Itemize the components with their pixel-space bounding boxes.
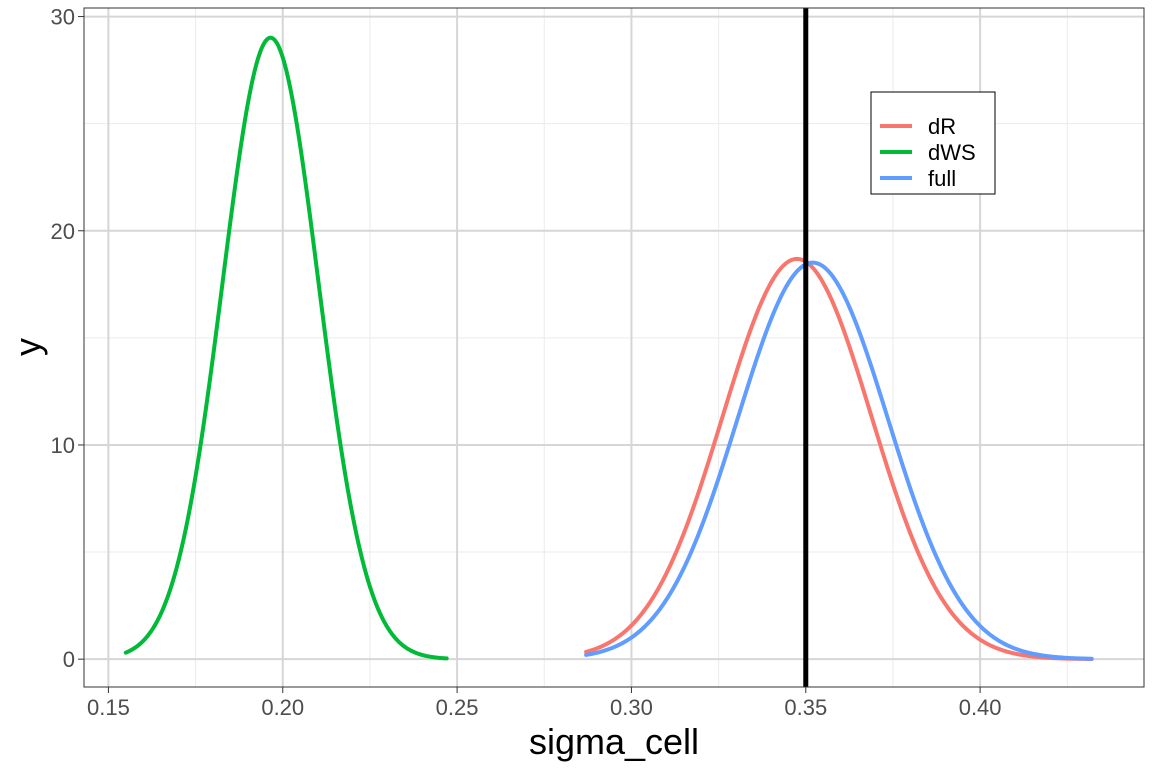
y-tick-label: 0: [63, 647, 75, 672]
x-tick-label: 0.35: [784, 695, 827, 720]
x-axis-ticks: 0.15 0.20 0.25 0.30 0.35 0.40: [87, 687, 1002, 720]
series-line-dR: [584, 256, 1094, 661]
y-tick-label: 10: [51, 433, 75, 458]
y-axis-title: y: [7, 338, 48, 356]
x-tick-label: 0.20: [261, 695, 304, 720]
x-tick-label: 0.15: [87, 695, 130, 720]
legend-label-dWS: dWS: [928, 140, 976, 165]
y-tick-label: 30: [51, 5, 75, 30]
legend-label-full: full: [928, 166, 956, 191]
y-axis-ticks: 0 10 20 30: [51, 5, 84, 672]
x-tick-label: 0.30: [610, 695, 653, 720]
y-tick-label: 20: [51, 219, 75, 244]
series-line-dWS: [123, 35, 449, 661]
legend-label-dR: dR: [928, 114, 956, 139]
x-tick-label: 0.25: [436, 695, 479, 720]
series-line-full: [584, 260, 1094, 661]
x-axis-title: sigma_cell: [529, 721, 699, 762]
x-tick-label: 0.40: [959, 695, 1002, 720]
density-curves: [123, 35, 1094, 661]
plot-border: [83, 7, 1145, 688]
